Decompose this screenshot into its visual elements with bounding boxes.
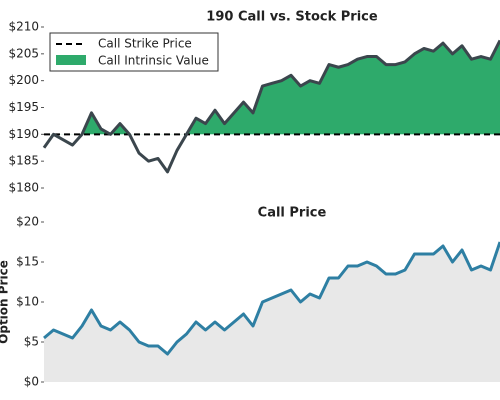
price-area [44,242,500,382]
y-tick-label: $205 [8,46,39,60]
y-tick-label: $195 [8,100,39,114]
price-line [43,241,500,356]
legend-fill-swatch [56,55,86,65]
chart-title: 190 Call vs. Stock Price [206,10,378,25]
y-tick-label: $0 [24,375,39,389]
y-tick-label: $190 [8,127,39,141]
y-tick-label: $180 [8,181,39,195]
y-tick-label: $20 [16,215,39,229]
intrinsic-area [44,40,500,135]
chart-title: Call Price [258,206,327,221]
y-tick-label: $210 [8,20,39,34]
y-axis-label: Option Price [0,260,11,344]
y-tick-label: $185 [8,154,39,168]
y-tick-label: $15 [16,255,39,269]
legend-label: Call Intrinsic Value [98,54,209,68]
legend-label: Call Strike Price [98,37,192,51]
stock-line [42,39,500,174]
y-tick-label: $200 [8,73,39,87]
y-tick-label: $10 [16,295,39,309]
y-tick-label: $5 [24,335,39,349]
